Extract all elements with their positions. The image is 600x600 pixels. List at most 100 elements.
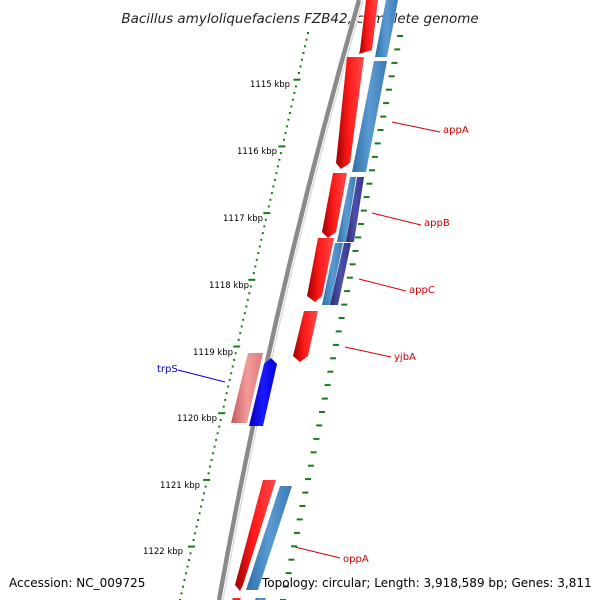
gene-label-appB[interactable]: appB: [424, 218, 450, 229]
ruler-minor-tick: [257, 252, 260, 255]
ruler-minor-tick: [261, 232, 264, 235]
blast-hit-oppA[interactable]: [246, 486, 292, 590]
ruler-label: 1118 kbp: [209, 281, 249, 291]
ruler-minor-tick: [279, 152, 282, 155]
feature-tick: [282, 585, 289, 588]
cds-appB[interactable]: [322, 173, 347, 238]
cds-trpS[interactable]: [249, 358, 277, 426]
cds-trpS-faded[interactable]: [231, 353, 263, 423]
ruler-minor-tick: [231, 365, 234, 368]
ruler-minor-tick: [307, 32, 309, 34]
ruler-minor-tick: [240, 325, 243, 328]
ruler-minor-tick: [207, 472, 210, 475]
ruler-minor-tick: [210, 458, 213, 461]
ruler-minor-tick: [225, 392, 228, 395]
ruler-minor-tick: [215, 438, 218, 441]
ruler-major-tick: [248, 278, 256, 281]
gene-labels: appA appB appC yjbA trpS oppA: [157, 121, 469, 565]
ruler-major-tick: [263, 212, 271, 215]
feature-tick: [321, 397, 328, 400]
feature-tick: [360, 209, 367, 212]
ruler-minor-tick: [255, 258, 258, 261]
ruler-minor-tick: [288, 112, 291, 114]
ruler-minor-tick: [252, 272, 255, 275]
ruler-minor-tick: [295, 85, 297, 88]
ruler-minor-tick: [194, 532, 197, 535]
gene-label-trpS[interactable]: trpS: [157, 364, 178, 375]
ruler-minor-tick: [248, 292, 251, 295]
ruler-minor-tick: [246, 298, 249, 301]
ruler-minor-tick: [218, 425, 221, 428]
ruler-minor-tick: [275, 172, 278, 175]
feature-tick: [313, 437, 320, 440]
feature-tick: [285, 572, 292, 575]
feature-tick: [305, 478, 312, 481]
leader-line-appB: [371, 212, 422, 226]
cds-appA[interactable]: [336, 57, 364, 169]
gene-label-appC[interactable]: appC: [409, 285, 435, 296]
ruler-minor-tick: [204, 485, 207, 488]
blast-hit-top[interactable]: [375, 0, 398, 57]
ruler-major-tick: [218, 412, 226, 415]
feature-tick: [319, 411, 325, 413]
feature-tick: [346, 276, 353, 279]
ruler-minor-tick: [290, 105, 293, 108]
feature-tick: [307, 464, 314, 467]
features: [231, 0, 398, 600]
ruler-minor-tick: [285, 125, 288, 128]
blast-hit-appC-dark[interactable]: [330, 243, 351, 305]
ruler-minor-tick: [200, 505, 203, 508]
feature-tick: [302, 491, 309, 494]
ruler-minor-tick: [230, 372, 233, 375]
ruler-minor-tick: [273, 178, 276, 181]
ruler-minor-tick: [233, 358, 236, 361]
feature-tick: [394, 48, 401, 51]
ruler-major-tick: [293, 78, 301, 81]
feature-tick: [344, 290, 351, 293]
ruler-minor-tick: [180, 592, 183, 595]
cds-yjbA[interactable]: [293, 311, 318, 362]
feature-tick: [352, 249, 359, 252]
ruler-minor-tick: [188, 559, 190, 561]
feature-tick-track: [280, 35, 403, 600]
ruler-minor-tick: [264, 218, 267, 221]
feature-tick: [380, 115, 387, 118]
feature-tick: [374, 142, 381, 145]
feature-tick: [341, 303, 348, 306]
ruler-label: 1119 kbp: [193, 348, 233, 358]
feature-tick: [369, 169, 376, 172]
feature-tick: [388, 75, 395, 78]
ruler-minor-tick: [182, 585, 184, 588]
cds-top-forward[interactable]: [359, 0, 378, 54]
feature-tick: [293, 531, 300, 534]
ruler-minor-tick: [301, 58, 303, 61]
gene-label-oppA[interactable]: oppA: [343, 554, 369, 565]
ruler-minor-tick: [293, 92, 296, 94]
feature-tick: [338, 317, 345, 319]
ruler-minor-tick: [269, 198, 272, 201]
ruler-minor-tick: [291, 98, 294, 101]
ruler-minor-tick: [183, 579, 186, 581]
ruler-minor-tick: [212, 452, 215, 455]
gene-label-appA[interactable]: appA: [443, 125, 469, 136]
accession-text: Accession: NC_009725: [9, 576, 145, 590]
ruler-label: 1115 kbp: [250, 80, 290, 90]
ruler-label: 1120 kbp: [177, 414, 217, 424]
feature-tick: [288, 558, 295, 561]
leader-line-appC: [358, 278, 407, 292]
ruler-major-tick: [278, 145, 286, 148]
ruler-minor-tick: [237, 338, 240, 341]
blast-hit-appB-dark[interactable]: [346, 177, 364, 242]
blast-hit-appB[interactable]: [337, 177, 356, 242]
leader-line-trpS: [177, 369, 226, 383]
ruler-minor-tick: [216, 432, 219, 435]
feature-tick: [355, 236, 362, 239]
leader-line-appA: [391, 121, 441, 133]
ruler-minor-tick: [276, 165, 279, 168]
cds-appC[interactable]: [307, 238, 334, 302]
blast-hit-appC[interactable]: [322, 243, 343, 305]
cds-oppA[interactable]: [235, 480, 276, 591]
blast-hit-appA[interactable]: [352, 61, 387, 172]
ruler-minor-tick: [302, 52, 305, 54]
gene-label-yjbA[interactable]: yjbA: [394, 352, 416, 363]
